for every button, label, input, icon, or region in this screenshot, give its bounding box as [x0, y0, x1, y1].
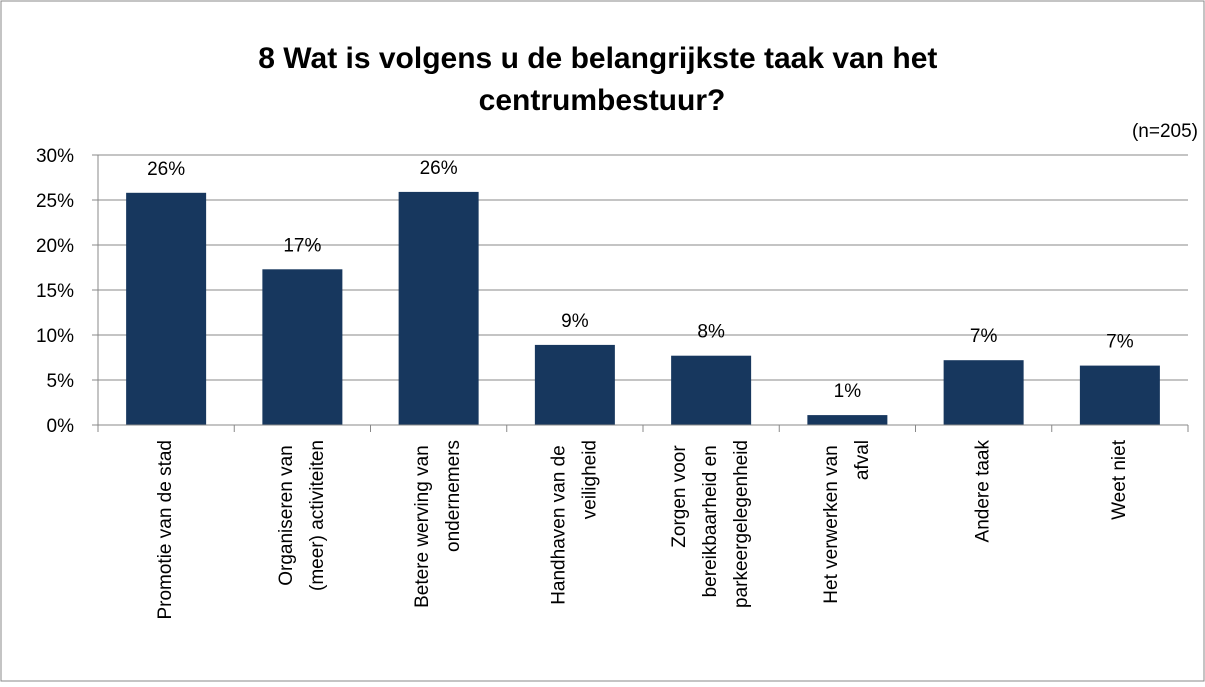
- bar: [534, 344, 615, 425]
- y-tick-label: 15%: [36, 281, 74, 302]
- value-label: 26%: [420, 158, 458, 179]
- bar: [1079, 365, 1160, 425]
- chart-title: 8 Wat is volgens u de belangrijkste taak…: [258, 42, 945, 117]
- y-tick-label: 20%: [36, 236, 74, 257]
- y-tick-label: 25%: [36, 191, 74, 212]
- annotation: (n=205): [1132, 121, 1198, 142]
- y-tick-label: 0%: [47, 416, 75, 437]
- value-label: 26%: [147, 159, 185, 180]
- x-tick-label: Weet niet: [1109, 439, 1130, 520]
- bar: [262, 269, 343, 425]
- value-label: 7%: [970, 326, 998, 347]
- x-tick-label: Handhaven van de veiligheid: [548, 440, 600, 605]
- value-label: 1%: [834, 381, 862, 402]
- x-tick-label: Betere werving van ondernemers: [412, 440, 464, 608]
- x-tick-label: Het verwerken van afval: [821, 440, 873, 604]
- value-label: 9%: [561, 311, 589, 332]
- bar: [671, 355, 752, 425]
- y-tick-label: 10%: [36, 326, 74, 347]
- bar: [398, 191, 479, 425]
- bar: [126, 192, 207, 425]
- x-tick-label: Andere taak: [973, 440, 994, 543]
- value-label: 8%: [697, 322, 725, 343]
- bar: [943, 360, 1024, 425]
- value-label: 17%: [283, 235, 321, 256]
- x-tick-label: Organiseren van (meer) activiteiten: [276, 440, 328, 591]
- y-tick-label: 30%: [36, 146, 74, 167]
- value-label: 7%: [1106, 332, 1134, 353]
- y-tick-label: 5%: [47, 371, 75, 392]
- x-tick-label: Zorgen voor bereikbaarheid en parkeergel…: [669, 440, 752, 608]
- x-tick-label: Promotie van de stad: [155, 440, 176, 620]
- bar: [807, 415, 888, 425]
